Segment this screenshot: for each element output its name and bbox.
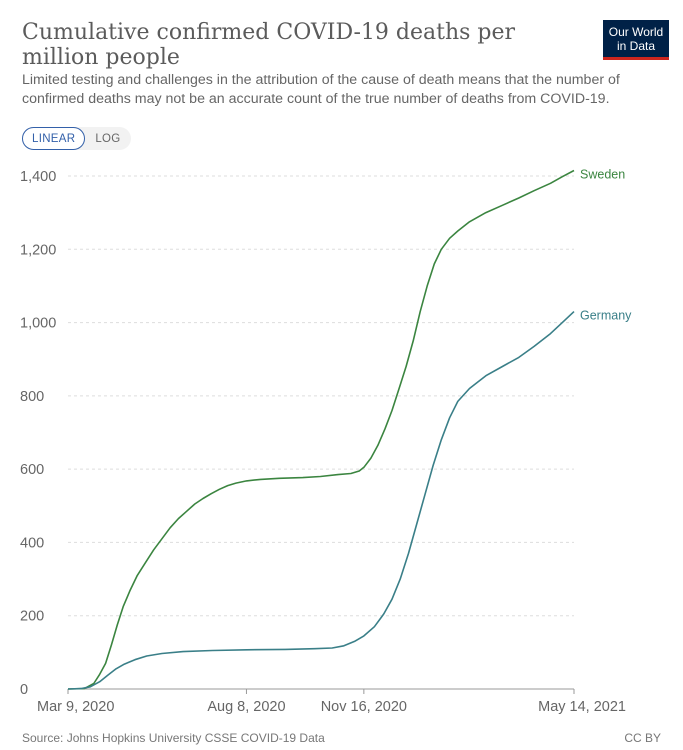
chart-subtitle: Limited testing and challenges in the at… [22, 72, 620, 107]
log-scale-button[interactable]: LOG [85, 127, 130, 150]
linear-scale-button[interactable]: LINEAR [22, 127, 86, 150]
x-tick-label: Nov 16, 2020 [321, 699, 407, 715]
series-line-sweden [67, 169, 575, 690]
y-tick-label: 600 [20, 462, 44, 478]
chart-title: Cumulative confirmed COVID-19 deaths per… [22, 20, 516, 70]
scale-toggle: LINEAR LOG [22, 127, 131, 150]
y-tick-label: 200 [20, 609, 44, 625]
y-tick-label: 400 [20, 535, 44, 551]
x-tick-label: May 14, 2021 [538, 699, 626, 715]
y-tick-label: 1,200 [20, 242, 56, 258]
series-label-germany: Germany [580, 309, 632, 323]
x-tick-label: Aug 8, 2020 [207, 699, 285, 715]
series-line-germany [67, 311, 575, 690]
license-label[interactable]: CC BY [624, 731, 661, 745]
our-world-in-data-logo[interactable]: Our World in Data [603, 20, 669, 60]
x-tick-label: Mar 9, 2020 [37, 699, 114, 715]
series-label-sweden: Sweden [580, 168, 625, 182]
y-tick-label: 0 [20, 682, 28, 698]
source-note[interactable]: Source: Johns Hopkins University CSSE CO… [22, 731, 325, 745]
y-tick-label: 1,400 [20, 169, 56, 185]
y-tick-label: 1,000 [20, 316, 56, 332]
logo-line-2: in Data [616, 39, 656, 53]
y-tick-label: 800 [20, 389, 44, 405]
logo-line-1: Our World [608, 25, 664, 39]
